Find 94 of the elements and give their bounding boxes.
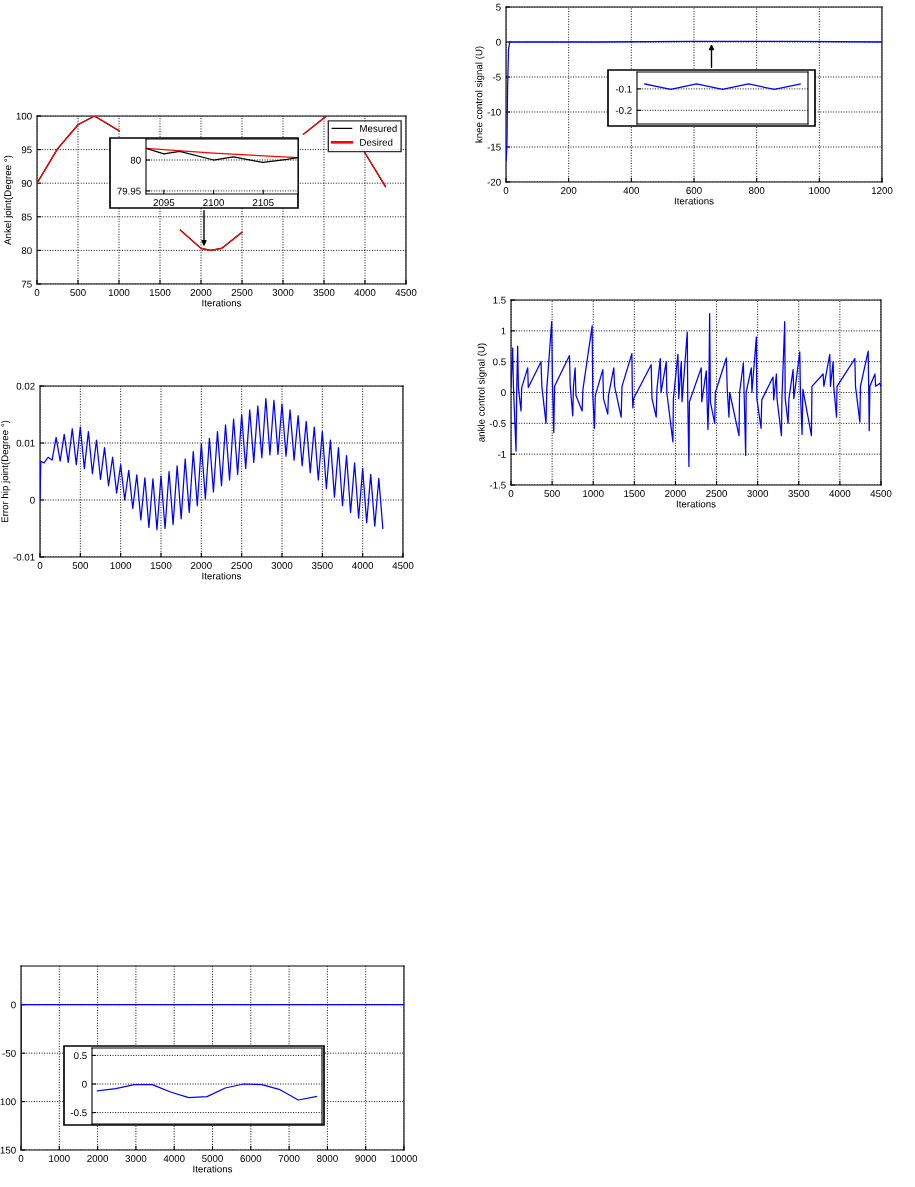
y-tick-label: 100 (16, 112, 32, 120)
x-axis-title: Iterations (674, 197, 714, 205)
x-tick-label: 4000 (163, 1155, 185, 1162)
y-tick-label: -20 (487, 178, 501, 186)
y-tick-label: 150 (0, 1146, 16, 1154)
x-tick-label: 1200 (871, 187, 893, 194)
y-tick-label: 100 (0, 1098, 16, 1106)
x-tick-label: 1000 (583, 490, 604, 497)
x-tick-label: 3500 (788, 490, 810, 497)
x-tick-label: 1000 (49, 1155, 70, 1162)
x-tick-label: 6000 (240, 1155, 262, 1162)
x-tick-label: 2095 (153, 199, 175, 206)
x-tick-label: 500 (544, 490, 560, 497)
x-tick-label: 1500 (150, 562, 172, 569)
x-tick-label: 3000 (272, 289, 294, 296)
x-tick-label: 2000 (190, 289, 212, 296)
y-tick-label: 0 (82, 1080, 87, 1088)
x-tick-label: 1500 (624, 490, 645, 497)
x-tick-label: 2500 (231, 562, 253, 569)
x-axis-title: Iterations (202, 572, 242, 580)
x-tick-label: 200 (561, 187, 577, 194)
x-axis-title: Iterations (193, 1165, 233, 1173)
y-tick-label: 1.5 (493, 296, 506, 304)
x-tick-label: 1500 (149, 289, 171, 296)
y-tick-label: 0 (496, 38, 501, 46)
x-tick-label: 4000 (829, 490, 851, 497)
y-axis-title: ankle control signal (U) (477, 343, 487, 442)
x-tick-label: 2105 (252, 199, 274, 206)
x-axis-title: Iterations (676, 500, 716, 508)
x-tick-label: 2000 (191, 562, 212, 569)
x-tick-label: 1000 (809, 187, 830, 194)
x-tick-label: 4500 (392, 562, 414, 569)
x-tick-label: 1000 (108, 289, 130, 296)
y-tick-label: -0.5 (489, 420, 506, 427)
x-tick-label: 800 (748, 187, 765, 194)
y-tick-label: 80 (21, 247, 32, 255)
y-tick-label: 0 (501, 389, 506, 397)
x-tick-label: 5000 (202, 1155, 223, 1162)
x-tick-label: 4500 (870, 490, 892, 497)
x-tick-label: 2500 (706, 490, 727, 497)
y-tick-label: -10 (487, 108, 501, 116)
x-tick-label: 8000 (317, 1155, 338, 1162)
x-tick-label: 600 (686, 187, 702, 194)
x-tick-label: 0 (34, 289, 40, 296)
y-tick-label: -0.01 (13, 553, 35, 561)
x-tick-label: 400 (623, 187, 640, 194)
y-tick-label: -1 (497, 451, 506, 458)
y-tick-label: -1.5 (489, 481, 506, 489)
y-tick-label: -5 (492, 73, 501, 81)
x-tick-label: 0 (37, 562, 43, 569)
x-tick-label: 3000 (125, 1155, 147, 1162)
y-tick-label: 0 (11, 1001, 16, 1009)
y-tick-label: 1 (501, 327, 506, 335)
y-tick-label: 95 (21, 146, 32, 154)
legend-label: Mesured (360, 124, 397, 132)
x-tick-label: 3500 (311, 562, 333, 569)
x-tick-label: 9000 (355, 1155, 377, 1162)
y-tick-label: 0.5 (74, 1052, 87, 1060)
x-tick-label: 4500 (395, 289, 417, 296)
y-tick-label: 0.01 (16, 439, 35, 447)
x-tick-label: 2500 (231, 289, 253, 296)
y-tick-label: 0.5 (493, 358, 506, 366)
x-tick-label: 1000 (110, 562, 132, 569)
y-tick-label: 0 (30, 496, 35, 504)
x-tick-label: 4000 (352, 562, 374, 569)
x-tick-label: 500 (70, 289, 86, 296)
y-tick-label: -15 (487, 143, 501, 151)
y-axis-title: Error hip joint(Degree °) (1, 420, 11, 523)
x-tick-label: 4000 (354, 289, 376, 296)
y-tick-label: -0.2 (615, 107, 632, 114)
y-axis-title: Ankel joint(Degree °) (4, 155, 14, 245)
y-tick-label: 79.95 (117, 187, 141, 195)
y-axis-title: knee control signal (U) (475, 46, 485, 143)
y-tick-label: -0.1 (615, 85, 632, 93)
y-tick-label: 90 (21, 179, 32, 187)
x-tick-label: 3000 (747, 490, 769, 497)
y-tick-label: 85 (21, 213, 32, 221)
y-tick-label: -50 (2, 1049, 16, 1057)
x-tick-label: 2000 (665, 490, 686, 497)
legend-label: Desired (360, 138, 393, 146)
x-tick-label: 2000 (87, 1155, 109, 1162)
x-tick-label: 3000 (271, 562, 293, 569)
x-tick-label: 3500 (313, 289, 335, 296)
x-tick-label: 0 (508, 490, 514, 497)
x-tick-label: 500 (72, 562, 89, 569)
y-tick-label: 5 (496, 3, 501, 11)
y-tick-label: -0.5 (70, 1109, 87, 1117)
x-tick-label: 2100 (203, 199, 224, 206)
x-axis-title: Iterations (202, 299, 242, 307)
y-tick-label: 80 (130, 156, 141, 164)
x-tick-label: 7000 (278, 1155, 300, 1162)
y-tick-label: 0.02 (16, 382, 35, 390)
y-tick-label: 75 (21, 280, 32, 288)
x-tick-label: 10000 (391, 1155, 418, 1162)
